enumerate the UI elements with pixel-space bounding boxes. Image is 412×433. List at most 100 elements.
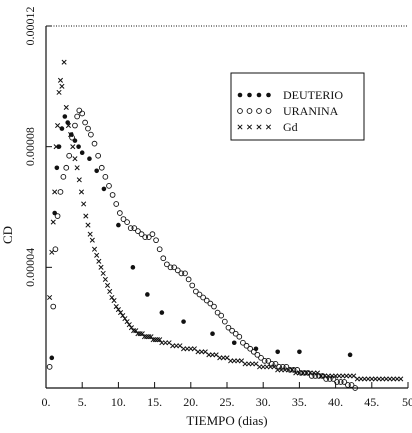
y-axis-title: CD — [0, 226, 15, 244]
x-tick-label: 5. — [78, 395, 87, 409]
data-point — [231, 340, 237, 346]
legend: DEUTERIO URANINA Gd — [230, 72, 365, 141]
data-point — [127, 225, 134, 231]
legend-marker — [265, 124, 272, 130]
data-point — [107, 288, 113, 295]
x-tick-label: 20. — [183, 395, 198, 409]
data-point — [52, 210, 57, 216]
data-point — [348, 382, 355, 388]
data-point — [178, 270, 185, 277]
data-point — [221, 318, 228, 325]
data-point — [290, 367, 297, 373]
data-point — [96, 258, 102, 264]
data-point — [171, 264, 177, 271]
data-point — [229, 327, 235, 334]
data-point — [89, 237, 95, 243]
data-point — [196, 291, 203, 298]
data-point — [211, 303, 217, 310]
data-point — [138, 231, 145, 238]
x-tick-label: 50 — [402, 395, 412, 409]
data-point — [78, 189, 85, 195]
legend-entry: URANINA — [237, 104, 339, 118]
data-point — [347, 352, 353, 358]
series-uranina — [46, 107, 358, 391]
data-point — [70, 144, 76, 150]
data-point — [247, 345, 254, 352]
legend-items: DEUTERIO URANINA Gd — [237, 88, 343, 134]
data-point — [59, 126, 65, 131]
data-point — [111, 297, 117, 304]
data-point — [345, 382, 351, 388]
data-point — [76, 107, 83, 114]
data-point — [72, 156, 78, 162]
data-point — [116, 222, 121, 228]
x-tick-label: 15. — [147, 395, 162, 409]
data-point — [258, 354, 264, 361]
data-point — [181, 319, 186, 324]
data-point — [189, 282, 196, 289]
data-point — [88, 131, 94, 138]
legend-marker — [237, 108, 243, 114]
data-point — [141, 334, 148, 340]
data-point — [109, 294, 115, 301]
data-point — [240, 339, 246, 346]
data-point — [55, 122, 61, 129]
data-point — [54, 213, 61, 219]
data-point — [323, 376, 330, 382]
legend-label: URANINA — [283, 104, 339, 118]
data-point — [79, 110, 86, 117]
data-point — [104, 282, 111, 288]
data-point — [66, 152, 73, 159]
legend-marker — [247, 92, 252, 98]
legend-marker — [237, 92, 243, 98]
data-point — [330, 376, 337, 382]
data-point — [159, 310, 165, 315]
data-point — [113, 201, 120, 207]
data-point — [149, 231, 156, 238]
data-point — [341, 379, 348, 385]
data-point — [174, 267, 181, 274]
data-point — [54, 165, 60, 171]
y-tick-label: 0.00012 — [23, 7, 37, 46]
data-point — [120, 216, 127, 222]
data-points — [46, 59, 404, 391]
data-point — [53, 144, 59, 150]
data-point — [106, 183, 112, 189]
data-point — [250, 348, 257, 355]
data-point — [74, 165, 80, 171]
legend-marker — [256, 92, 262, 98]
legend-marker — [237, 124, 243, 130]
data-point — [115, 307, 121, 313]
data-point — [297, 349, 302, 355]
data-point — [139, 331, 145, 337]
data-point — [76, 144, 81, 149]
data-point — [275, 349, 280, 355]
x-tick-label: 25. — [220, 395, 235, 409]
data-point — [95, 152, 101, 159]
legend-marker — [266, 92, 271, 98]
data-point — [47, 294, 53, 301]
data-point — [128, 325, 134, 331]
data-point — [65, 122, 71, 129]
data-point — [243, 342, 250, 349]
data-point — [218, 312, 225, 319]
legend-box — [230, 72, 365, 141]
data-point — [98, 164, 105, 171]
data-point — [118, 310, 124, 316]
data-point — [207, 300, 214, 307]
data-point — [144, 334, 150, 340]
data-point — [124, 219, 130, 225]
data-point — [100, 270, 106, 276]
data-point — [94, 168, 99, 174]
data-point — [57, 189, 64, 195]
y-tick-label: 0.00008 — [23, 127, 37, 166]
legend-entry: DEUTERIO — [237, 88, 343, 102]
data-point — [126, 322, 132, 328]
data-point — [83, 213, 89, 219]
legend-marker — [256, 124, 262, 130]
data-point — [164, 261, 170, 268]
data-point — [87, 156, 92, 162]
data-point — [62, 114, 68, 119]
data-point — [102, 276, 108, 282]
legend-marker — [246, 124, 253, 130]
